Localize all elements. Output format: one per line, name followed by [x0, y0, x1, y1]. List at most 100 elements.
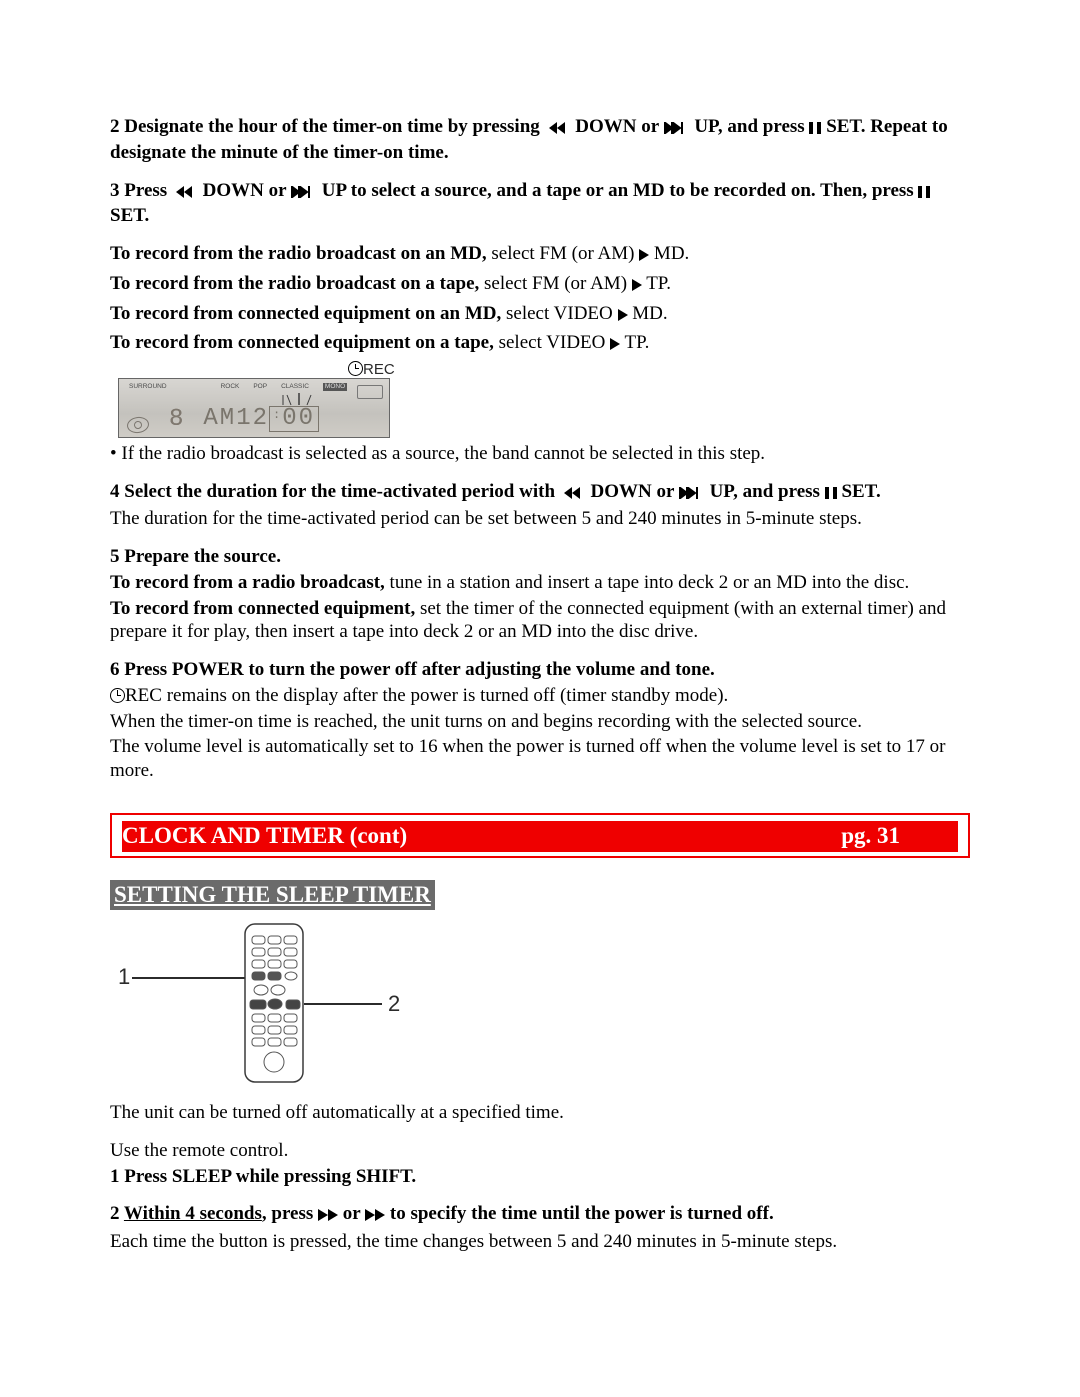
skip-forward-icon [679, 482, 705, 506]
play-icon [610, 333, 620, 357]
step-3-down: DOWN or [203, 180, 291, 201]
lcd-ampm: AM [203, 405, 236, 432]
clock-icon [110, 688, 125, 703]
record-video-tape-lead: To record from connected equipment on a … [110, 332, 494, 353]
step-3-lead: 3 Press [110, 180, 172, 201]
record-video-md-lead: To record from connected equipment on an… [110, 303, 501, 324]
section-bar: CLOCK AND TIMER (cont) pg. 31 [110, 813, 970, 858]
step-2-down: DOWN or [575, 116, 663, 137]
record-video-tape-end: TP. [625, 332, 650, 353]
lcd-topstrip: SURROUND ROCK POP CLASSIC MONO [129, 383, 379, 391]
rewind-icon [318, 1204, 338, 1228]
step-4-set: SET. [841, 481, 880, 502]
pause-icon [809, 117, 821, 141]
lcd-screen: SURROUND ROCK POP CLASSIC MONO 8 AM12:00 [118, 378, 390, 438]
record-radio-tape: To record from the radio broadcast on a … [110, 272, 970, 298]
step-5-title-text: 5 Prepare the source. [110, 546, 281, 567]
play-icon [618, 304, 628, 328]
skip-forward-icon [664, 117, 690, 141]
sleep-caption: The unit can be turned off automatically… [110, 1101, 970, 1125]
step-6-line3: The volume level is automatically set to… [110, 735, 970, 783]
step-2-up: UP, and press [694, 116, 809, 137]
record-radio-md-end: MD. [654, 243, 689, 264]
step-6-title: 6 Press POWER to turn the power off afte… [110, 658, 970, 682]
record-video-tape-mid: select VIDEO [499, 332, 611, 353]
sleep-step-2-tail: to specify the time until the power is t… [390, 1203, 774, 1224]
record-video-tape: To record from connected equipment on a … [110, 331, 970, 357]
step-4-lead: 4 Select the duration for the time-activ… [110, 481, 560, 502]
step-2-lead: 2 Designate the hour of the timer-on tim… [110, 116, 545, 137]
sleep-step-1: 1 Press SLEEP while pressing SHIFT. [110, 1165, 970, 1189]
lcd-mode-pop: POP [253, 383, 267, 391]
step-5-radio-lead: To record from a radio broadcast, [110, 572, 385, 593]
step-3-set: SET. [110, 205, 149, 226]
skip-back-icon [172, 181, 198, 205]
sleep-step-2-num: 2 [110, 1203, 124, 1224]
step-6-line1: REC remains on the display after the pow… [110, 684, 970, 708]
step-5-equipment: To record from connected equipment, set … [110, 597, 970, 645]
pause-icon [918, 181, 930, 205]
step-3: 3 Press DOWN or UP to select a source, a… [110, 179, 970, 229]
step-6-line1-text: REC remains on the display after the pow… [125, 685, 728, 706]
step-4-up: UP, and press [710, 481, 825, 502]
sleep-step-2-mid: , press [262, 1203, 318, 1224]
callout-2: 2 [388, 991, 400, 1016]
step-6-title-text: 6 Press POWER to turn the power off afte… [110, 659, 715, 680]
lcd-preset-digit: 8 [169, 405, 182, 435]
sleep-step-2-note: Each time the button is pressed, the tim… [110, 1230, 970, 1254]
skip-forward-icon [291, 181, 317, 205]
lcd-display-figure: REC SURROUND ROCK POP CLASSIC MONO 8 [118, 361, 398, 438]
step-5-equip-lead: To record from connected equipment, [110, 598, 415, 619]
sleep-step-2: 2 Within 4 seconds, press or to specify … [110, 1202, 970, 1228]
skip-back-icon [560, 482, 586, 506]
step-4-down: DOWN or [591, 481, 679, 502]
remote-svg: 1 2 [110, 918, 410, 1088]
clock-icon [348, 361, 363, 376]
lcd-mode-rock: ROCK [221, 383, 240, 391]
pause-icon [825, 482, 837, 506]
lcd-hours: 12 [236, 405, 269, 432]
record-radio-md-mid: select FM (or AM) [491, 243, 639, 264]
section-title: CLOCK AND TIMER (cont) [122, 822, 407, 851]
step-2: 2 Designate the hour of the timer-on tim… [110, 115, 970, 165]
record-radio-md-lead: To record from the radio broadcast on an… [110, 243, 487, 264]
record-video-md-end: MD. [632, 303, 667, 324]
disc-icon [126, 415, 150, 434]
section-page: pg. 31 [841, 822, 900, 851]
record-video-md-mid: select VIDEO [506, 303, 618, 324]
step-4-note: The duration for the time-activated peri… [110, 507, 970, 531]
sleep-step-2-or: or [343, 1203, 365, 1224]
step-3-up: UP to select a source, and a tape or an … [322, 180, 919, 201]
lcd-mode-mono: MONO [323, 383, 347, 391]
play-icon [639, 244, 649, 268]
step-5-title: 5 Prepare the source. [110, 545, 970, 569]
record-radio-md: To record from the radio broadcast on an… [110, 242, 970, 268]
record-radio-tape-mid: select FM (or AM) [484, 273, 632, 294]
sleep-step-1-text: 1 Press SLEEP while pressing SHIFT. [110, 1166, 416, 1187]
callout-1: 1 [118, 964, 130, 989]
section-bar-inner: CLOCK AND TIMER (cont) pg. 31 [122, 821, 958, 852]
remote-figure: 1 2 [110, 918, 970, 1095]
lcd-minutes: 00 [282, 405, 315, 432]
record-radio-tape-lead: To record from the radio broadcast on a … [110, 273, 479, 294]
lcd-mode-classic: CLASSIC [281, 383, 309, 391]
lcd-time: AM12:00 [202, 403, 320, 435]
fast-forward-icon [365, 1204, 385, 1228]
play-icon [632, 274, 642, 298]
sleep-heading: SETTING THE SLEEP TIMER [110, 880, 970, 911]
lcd-mode-surround: SURROUND [129, 383, 167, 391]
sleep-heading-text: SETTING THE SLEEP TIMER [110, 880, 435, 911]
lcd-badge [357, 385, 383, 399]
step-5-radio-text: tune in a station and insert a tape into… [385, 572, 910, 593]
manual-page: 2 Designate the hour of the timer-on tim… [0, 0, 1080, 1328]
step-6-line2: When the timer-on time is reached, the u… [110, 710, 970, 734]
record-radio-tape-end: TP. [646, 273, 671, 294]
step-5-radio: To record from a radio broadcast, tune i… [110, 571, 970, 595]
step-3-note: • If the radio broadcast is selected as … [110, 442, 970, 466]
step-4: 4 Select the duration for the time-activ… [110, 480, 970, 506]
record-video-md: To record from connected equipment on an… [110, 302, 970, 328]
sleep-use-remote: Use the remote control. [110, 1139, 970, 1163]
lcd-rec-text: REC [363, 361, 395, 378]
skip-back-icon [545, 117, 571, 141]
sleep-step-2-underline: Within 4 seconds [124, 1203, 262, 1224]
